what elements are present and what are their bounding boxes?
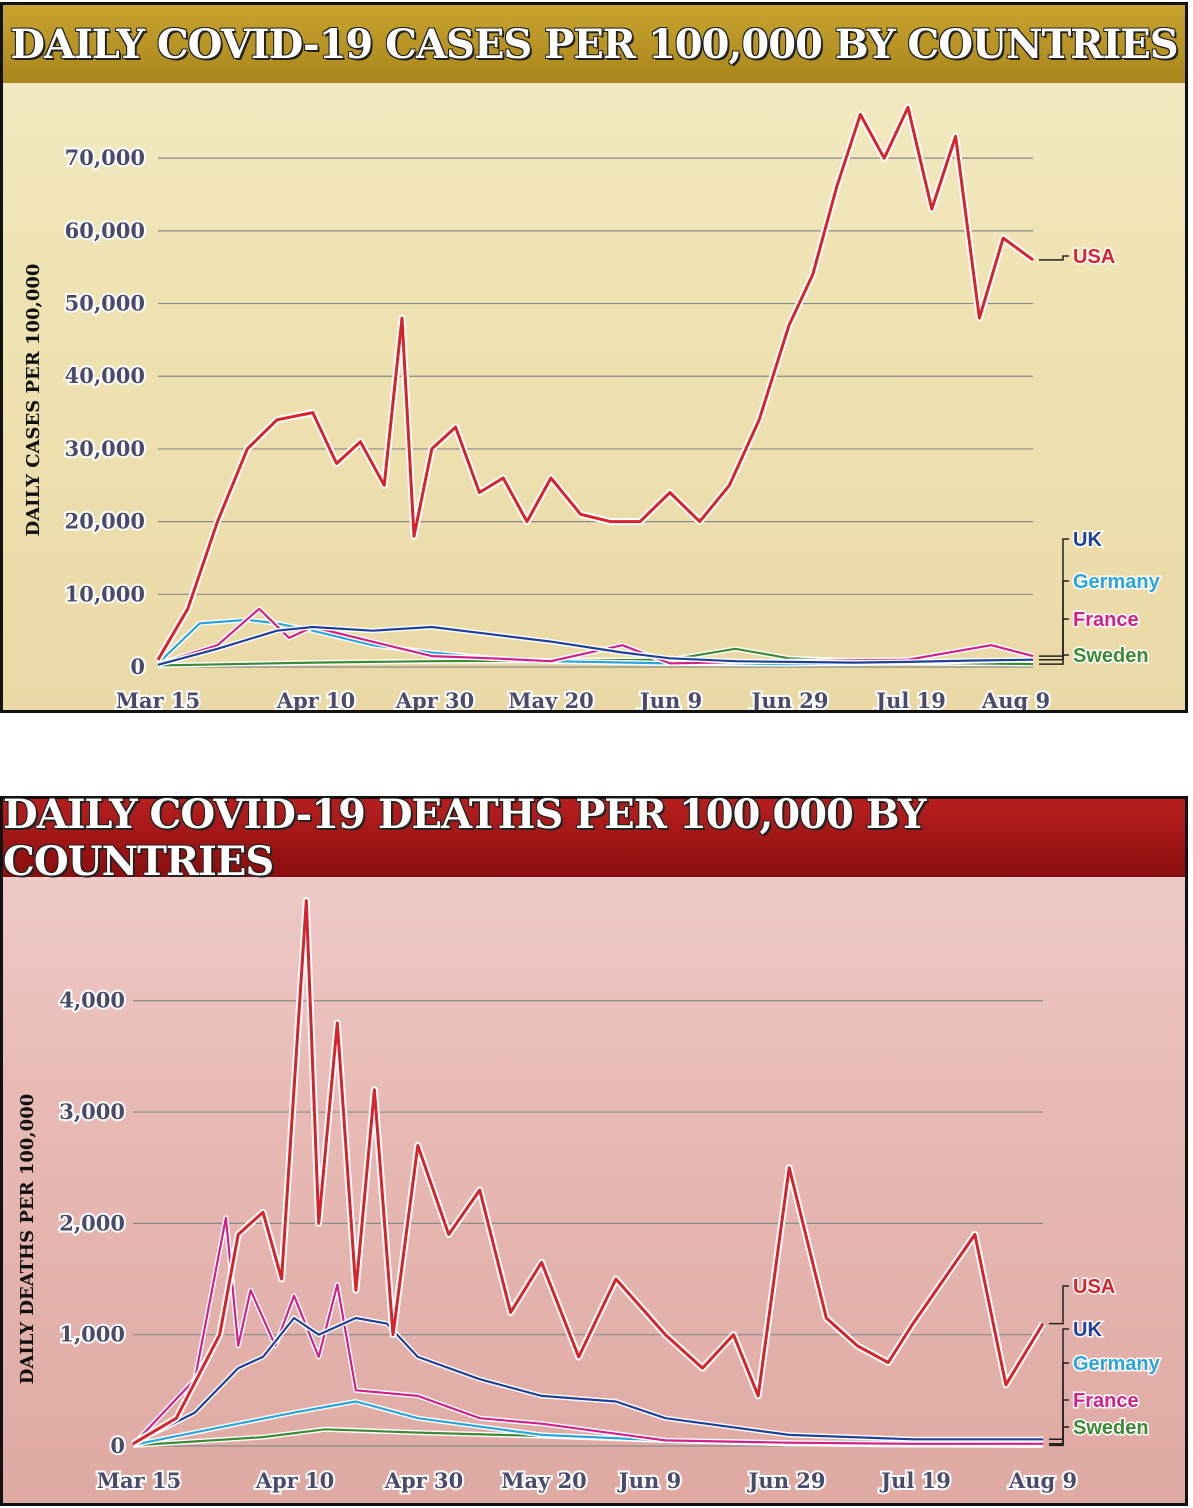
series-line-uk: [157, 625, 1034, 666]
legend-label-sweden: Sweden: [1073, 645, 1149, 667]
legend-label-uk: UK: [1073, 1319, 1102, 1341]
series-line-halo: [157, 606, 1034, 667]
legend-label-usa: USA: [1073, 1276, 1115, 1298]
x-tick-label: Aug 9: [1008, 1468, 1077, 1493]
y-tick-label: 40,000: [65, 363, 145, 388]
legend-label-germany: Germany: [1073, 1353, 1161, 1375]
x-tick-label: May 20: [508, 688, 594, 710]
x-tick-label: Jun 29: [746, 1468, 825, 1493]
x-tick-label: Jun 9: [617, 1468, 681, 1493]
x-tick-label: Apr 10: [255, 1468, 335, 1493]
cases-chart-panel: DAILY COVID-19 CASES PER 100,000 BY COUN…: [0, 2, 1188, 713]
x-tick-label: Jun 29: [749, 688, 828, 710]
x-tick-label: Jul 19: [879, 1468, 951, 1493]
x-tick-label: Apr 30: [384, 1468, 464, 1493]
series-line-france: [132, 1216, 1043, 1446]
deaths-chart-panel: DAILY COVID-19 DEATHS PER 100,000 BY COU…: [0, 791, 1188, 1506]
legend-leader-sweden: [1039, 654, 1069, 665]
x-tick-label: Apr 10: [276, 688, 356, 710]
y-tick-label: 70,000: [65, 145, 145, 170]
legend-leader-germany: [1049, 1362, 1069, 1446]
x-tick-label: Mar 15: [116, 688, 200, 710]
x-tick-label: Jul 19: [874, 688, 946, 710]
series-line-uk: [132, 1316, 1043, 1445]
y-tick-label: 0: [110, 1433, 125, 1458]
x-tick-label: Aug 9: [981, 688, 1050, 710]
series-line-usa: [156, 105, 1034, 661]
y-tick-label: 1,000: [59, 1322, 125, 1347]
series-line-halo: [131, 897, 1046, 1447]
y-tick-label: 20,000: [65, 509, 145, 534]
legend-leader-usa: [1049, 1285, 1069, 1325]
legend-leader-france: [1049, 1399, 1069, 1445]
legend-label-usa: USA: [1073, 246, 1115, 268]
x-tick-label: Apr 30: [395, 688, 475, 710]
cases-chart-title: DAILY COVID-19 CASES PER 100,000 BY COUN…: [3, 5, 1185, 83]
y-tick-label: 50,000: [65, 291, 145, 316]
deaths-chart-svg: 0 1,000 2,000 3,000 4,000 DAILY DEATHS PER 10…: [17, 897, 1162, 1495]
y-tick-label: 60,000: [65, 218, 145, 243]
y-tick-label: 3,000: [59, 1099, 125, 1124]
y-axis-label: DAILY DEATHS PER 100,000: [17, 1094, 38, 1385]
y-axis-label: DAILY CASES PER 100,000: [23, 264, 44, 537]
legend-leader-germany: [1039, 580, 1069, 661]
legend-label-uk: UK: [1073, 529, 1102, 551]
y-tick-label: 4,000: [59, 988, 125, 1013]
legend-label-germany: Germany: [1073, 571, 1161, 593]
y-tick-label: 30,000: [65, 436, 145, 461]
y-tick-label: 10,000: [65, 581, 145, 606]
legend-leader-sweden: [1049, 1426, 1069, 1447]
x-tick-label: Mar 15: [97, 1468, 181, 1493]
legend-leader-france: [1039, 618, 1069, 657]
y-tick-label: 0: [130, 654, 145, 679]
legend-label-sweden: Sweden: [1073, 1417, 1149, 1439]
legend-label-france: France: [1073, 609, 1139, 631]
series-line-halo: [154, 103, 1036, 662]
legend-leader-uk: [1049, 1328, 1069, 1441]
legend-leader-uk: [1039, 538, 1069, 661]
legend-leader-usa: [1039, 255, 1069, 261]
legend-label-france: France: [1073, 1390, 1139, 1412]
cases-chart-svg: 0 10,000 20,000 30,000 40,000 50,000 60,000 70,…: [23, 103, 1162, 710]
x-tick-label: May 20: [501, 1468, 587, 1493]
y-tick-label: 2,000: [59, 1210, 125, 1235]
x-tick-label: Jun 9: [638, 688, 702, 710]
series-line-usa: [132, 899, 1045, 1446]
